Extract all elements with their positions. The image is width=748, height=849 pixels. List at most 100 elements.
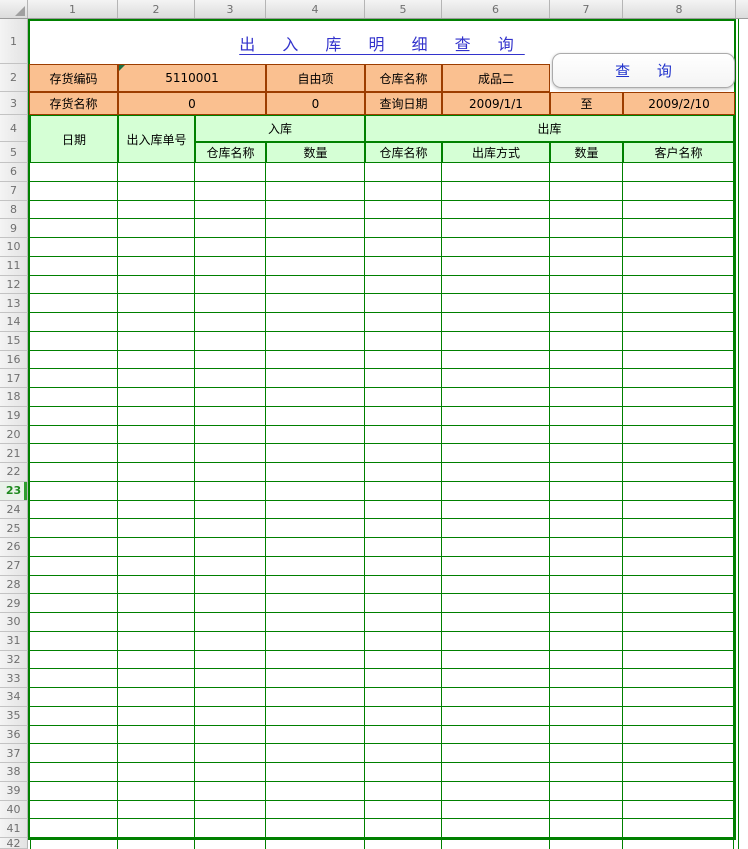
empty-grid-cell[interactable] [118,369,195,388]
empty-grid-cell[interactable] [118,763,195,782]
empty-grid-cell[interactable] [365,781,442,801]
empty-grid-cell[interactable] [442,388,550,407]
header-inbound-group-cell[interactable]: 入库 [195,115,365,142]
empty-grid-cell[interactable] [266,463,365,482]
empty-grid-cell[interactable] [442,800,550,820]
empty-grid-cell[interactable] [266,425,365,445]
header-outbound-group-cell[interactable]: 出库 [365,115,734,142]
empty-grid-cell[interactable] [195,688,266,707]
empty-grid-cell[interactable] [365,613,442,632]
empty-grid-cell[interactable] [550,781,623,801]
empty-grid-cell[interactable] [442,763,550,782]
empty-grid-cell[interactable] [623,669,734,688]
empty-grid-cell[interactable] [365,294,442,313]
empty-grid-cell[interactable] [442,594,550,613]
empty-grid-cell[interactable] [30,181,118,201]
empty-grid-cell[interactable] [442,650,550,670]
empty-grid-cell[interactable] [30,594,118,613]
empty-grid-cell[interactable] [623,256,734,276]
empty-grid-cell[interactable] [30,819,118,838]
empty-grid-cell[interactable] [442,463,550,482]
empty-grid-cell[interactable] [266,763,365,782]
empty-grid-cell[interactable] [195,650,266,670]
empty-grid-cell[interactable] [195,594,266,613]
empty-grid-cell[interactable] [30,556,118,576]
header-out-warehouse-cell[interactable]: 仓库名称 [365,142,442,163]
empty-grid-cell[interactable] [266,631,365,651]
empty-grid-cell[interactable] [195,200,266,220]
empty-grid-cell[interactable] [442,350,550,370]
empty-grid-cell[interactable] [442,706,550,726]
empty-grid-cell[interactable] [550,294,623,313]
partial-grid-cell[interactable] [442,840,550,849]
column-header-5[interactable]: 5 [365,0,442,18]
empty-grid-cell[interactable] [266,219,365,238]
empty-grid-cell[interactable] [550,406,623,426]
empty-grid-cell[interactable] [266,163,365,182]
date-to-value-cell[interactable]: 2009/2/10 [623,92,735,115]
empty-grid-cell[interactable] [30,219,118,238]
empty-grid-cell[interactable] [266,556,365,576]
column-header-2[interactable]: 2 [118,0,195,18]
empty-grid-cell[interactable] [365,313,442,332]
empty-grid-cell[interactable] [195,706,266,726]
empty-grid-cell[interactable] [442,725,550,745]
empty-grid-cell[interactable] [195,500,266,520]
empty-grid-cell[interactable] [623,369,734,388]
empty-grid-cell[interactable] [118,688,195,707]
empty-grid-cell[interactable] [550,744,623,763]
empty-grid-cell[interactable] [442,556,550,576]
empty-grid-cell[interactable] [118,463,195,482]
empty-grid-cell[interactable] [266,575,365,595]
empty-grid-cell[interactable] [623,425,734,445]
empty-grid-cell[interactable] [365,688,442,707]
empty-grid-cell[interactable] [195,669,266,688]
empty-grid-cell[interactable] [365,556,442,576]
select-all-corner[interactable] [0,0,28,18]
empty-grid-cell[interactable] [550,594,623,613]
empty-grid-cell[interactable] [195,800,266,820]
row-header-14[interactable]: 14 [0,313,28,332]
row-header-25[interactable]: 25 [0,519,28,538]
empty-grid-cell[interactable] [623,575,734,595]
empty-grid-cell[interactable] [30,575,118,595]
row-header-15[interactable]: 15 [0,331,28,351]
inventory-code-value-cell[interactable]: 5110001 [118,64,266,92]
empty-grid-cell[interactable] [118,650,195,670]
query-date-label-cell[interactable]: 查询日期 [365,92,442,115]
empty-grid-cell[interactable] [442,256,550,276]
row-header-12[interactable]: 12 [0,275,28,295]
empty-grid-cell[interactable] [266,313,365,332]
empty-grid-cell[interactable] [30,238,118,257]
empty-grid-cell[interactable] [195,181,266,201]
empty-grid-cell[interactable] [550,481,623,501]
empty-grid-cell[interactable] [365,500,442,520]
empty-grid-cell[interactable] [195,631,266,651]
row-header-23[interactable]: 23 [0,481,28,501]
inventory-name-value-cell[interactable]: 0 [118,92,266,115]
empty-grid-cell[interactable] [365,463,442,482]
empty-grid-cell[interactable] [623,556,734,576]
empty-grid-cell[interactable] [623,294,734,313]
empty-grid-cell[interactable] [118,331,195,351]
empty-grid-cell[interactable] [266,331,365,351]
empty-grid-cell[interactable] [442,313,550,332]
row-header-37[interactable]: 37 [0,744,28,763]
empty-grid-cell[interactable] [442,500,550,520]
empty-grid-cell[interactable] [266,538,365,557]
empty-grid-cell[interactable] [195,444,266,463]
empty-grid-cell[interactable] [550,669,623,688]
empty-grid-cell[interactable] [195,763,266,782]
query-button[interactable]: 查 询 [552,53,735,88]
row-header-31[interactable]: 31 [0,631,28,651]
date-to-label-cell[interactable]: 至 [550,92,623,115]
empty-grid-cell[interactable] [118,313,195,332]
empty-grid-cell[interactable] [623,275,734,295]
empty-grid-cell[interactable] [118,219,195,238]
empty-grid-cell[interactable] [550,500,623,520]
empty-grid-cell[interactable] [195,256,266,276]
empty-grid-cell[interactable] [266,481,365,501]
empty-grid-cell[interactable] [623,519,734,538]
empty-grid-cell[interactable] [365,819,442,838]
empty-grid-cell[interactable] [30,256,118,276]
